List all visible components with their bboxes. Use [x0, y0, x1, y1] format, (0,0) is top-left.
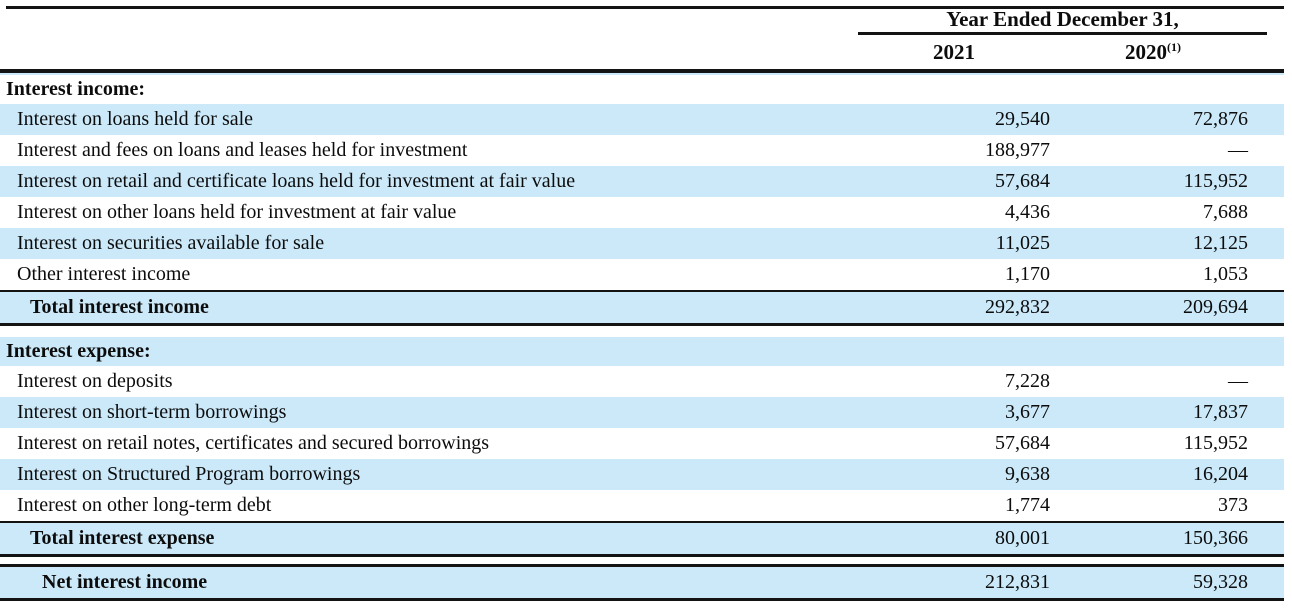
value-2021: 4,436	[1005, 201, 1050, 223]
value-2020: 17,837	[1193, 401, 1248, 423]
value-2021: 9,638	[1005, 463, 1050, 485]
row-interest-on-retail-and-certificate-loans: Interest on retail and certificate loans…	[0, 166, 1284, 197]
section-header-interest-income: Interest income:	[0, 75, 1284, 104]
value-2020: 7,688	[1203, 201, 1248, 223]
top-border-rule	[6, 6, 1284, 9]
value-2021: 57,684	[995, 170, 1050, 192]
value-2021: 29,540	[995, 108, 1050, 130]
value-2020: 373	[1218, 494, 1248, 516]
section-header-interest-expense: Interest expense:	[0, 337, 1284, 366]
row-label: Interest on Structured Program borrowing…	[17, 463, 361, 485]
column-header-2020: 2020(1)	[1050, 40, 1292, 65]
total-label: Total interest expense	[30, 527, 215, 549]
section-title: Interest income:	[6, 78, 146, 100]
row-label: Interest on loans held for sale	[17, 108, 254, 130]
table-header-years-row: 2021 2020(1)	[0, 35, 1292, 69]
value-2020: 72,876	[1193, 108, 1248, 130]
value-2020: —	[1228, 139, 1248, 161]
value-2020: 115,952	[1183, 432, 1248, 454]
row-interest-on-securities-available-for-sale: Interest on securities available for sal…	[0, 228, 1284, 259]
value-2021: 11,025	[995, 232, 1050, 254]
section-title: Interest expense:	[6, 340, 151, 362]
value-2021: 1,774	[1005, 494, 1050, 516]
row-label: Interest on securities available for sal…	[17, 232, 325, 254]
row-label: Interest on retail and certificate loans…	[17, 170, 576, 192]
row-label: Interest on other loans held for investm…	[17, 201, 457, 223]
row-total-interest-expense: Total interest expense 80,001 150,366	[0, 521, 1284, 557]
table-header-period-row: Year Ended December 31,	[0, 8, 1292, 35]
row-interest-on-deposits: Interest on deposits 7,228 —	[0, 366, 1284, 397]
period-header-label: Year Ended December 31,	[946, 7, 1179, 31]
row-interest-on-retail-notes-certificates: Interest on retail notes, certificates a…	[0, 428, 1284, 459]
value-2021: 1,170	[1005, 263, 1050, 285]
value-2021: 212,831	[985, 571, 1050, 593]
header-bottom-accent-strip	[0, 73, 1284, 75]
value-2020: —	[1228, 370, 1248, 392]
row-label: Interest and fees on loans and leases he…	[17, 139, 468, 161]
value-2021: 188,977	[985, 139, 1050, 161]
column-header-2021: 2021	[933, 39, 975, 64]
row-net-interest-income: Net interest income 212,831 59,328	[0, 564, 1284, 601]
row-interest-on-other-loans-held-for-investment: Interest on other loans held for investm…	[0, 197, 1284, 228]
value-2020: 150,366	[1183, 527, 1248, 549]
footnote-marker: (1)	[1167, 39, 1181, 54]
value-2020: 59,328	[1193, 571, 1248, 593]
total-label: Total interest income	[30, 296, 209, 318]
value-2021: 3,677	[1005, 401, 1050, 423]
row-total-interest-income: Total interest income 292,832 209,694	[0, 290, 1284, 326]
section-gap	[0, 326, 1292, 337]
section-gap	[0, 557, 1292, 564]
value-2021: 292,832	[985, 296, 1050, 318]
column-header-2020-label: 2020	[1125, 39, 1167, 64]
header-bottom-rule	[0, 69, 1284, 73]
row-interest-on-other-long-term-debt: Interest on other long-term debt 1,774 3…	[0, 490, 1284, 521]
row-label: Interest on other long-term debt	[17, 494, 272, 516]
row-label: Interest on retail notes, certificates a…	[17, 432, 490, 454]
row-label: Interest on short-term borrowings	[17, 401, 287, 423]
value-2021: 7,228	[1005, 370, 1050, 392]
row-label: Interest on deposits	[17, 370, 173, 392]
row-other-interest-income: Other interest income 1,170 1,053	[0, 259, 1284, 290]
value-2020: 12,125	[1193, 232, 1248, 254]
row-interest-on-structured-program-borrowings: Interest on Structured Program borrowing…	[0, 459, 1284, 490]
value-2020: 209,694	[1183, 296, 1248, 318]
row-interest-and-fees-on-loans-and-leases: Interest and fees on loans and leases he…	[0, 135, 1284, 166]
row-interest-on-loans-held-for-sale: Interest on loans held for sale 29,540 7…	[0, 104, 1284, 135]
value-2020: 115,952	[1183, 170, 1248, 192]
value-2020: 1,053	[1203, 263, 1248, 285]
net-total-label: Net interest income	[42, 571, 208, 593]
row-label: Other interest income	[17, 263, 191, 285]
value-2021: 57,684	[995, 432, 1050, 454]
value-2020: 16,204	[1193, 463, 1248, 485]
row-interest-on-short-term-borrowings: Interest on short-term borrowings 3,677 …	[0, 397, 1284, 428]
period-header-cell: Year Ended December 31,	[858, 8, 1267, 35]
value-2021: 80,001	[995, 527, 1050, 549]
